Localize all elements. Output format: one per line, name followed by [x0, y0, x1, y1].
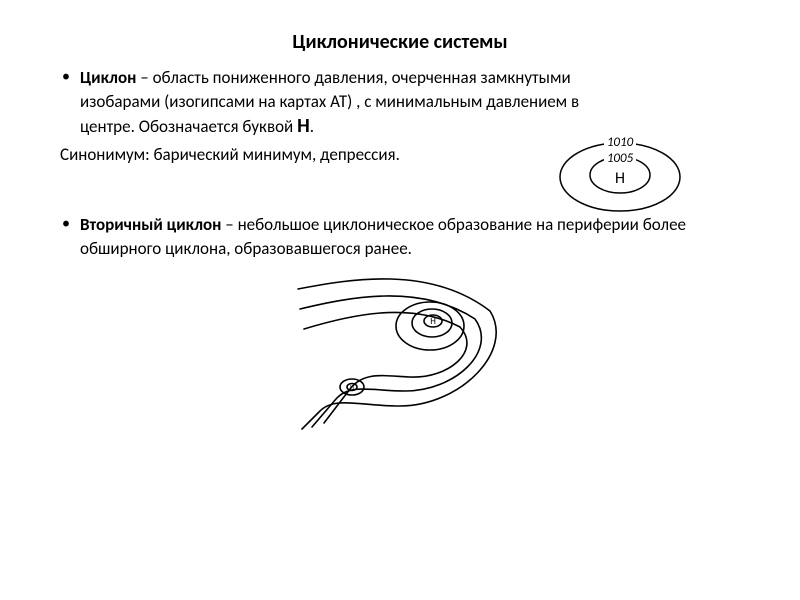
contour-2: [300, 296, 481, 427]
cyclone-isobar-diagram: 1010 1005 Н: [550, 125, 690, 215]
slide: Циклонические системы • Циклон – область…: [0, 0, 800, 600]
dash-1: –: [136, 67, 152, 88]
bullet-text-1: Циклон – область пониженного давления, о…: [80, 66, 580, 139]
letter-H: Н: [297, 114, 310, 138]
outer-isobar-label: 1010: [607, 135, 634, 150]
bullet-item-1: • Циклон – область пониженного давления,…: [60, 66, 580, 139]
contour-1: [298, 279, 496, 429]
bullet-marker: •: [60, 66, 80, 88]
def-1: область пониженного давления, очерченная…: [80, 67, 579, 137]
inner-isobar-label: 1005: [607, 151, 634, 166]
term-cyclone: Циклон: [80, 67, 136, 88]
secondary-center-label: Н: [350, 383, 354, 391]
center-H-label: Н: [615, 169, 625, 188]
bullet-text-2: Вторичный циклон – небольшое циклоническ…: [80, 213, 740, 261]
secondary-cyclone-diagram: Н Н: [290, 271, 510, 431]
bullet-item-2: • Вторичный циклон – небольшое циклониче…: [60, 213, 740, 261]
bullet-marker-2: •: [60, 213, 80, 235]
dash-2: –: [221, 214, 237, 235]
period-1: .: [310, 116, 314, 137]
term-secondary-cyclone: Вторичный циклон: [80, 214, 221, 235]
page-title: Циклонические системы: [60, 30, 740, 54]
contour-3: [304, 312, 467, 423]
primary-center-label: Н: [430, 316, 436, 327]
